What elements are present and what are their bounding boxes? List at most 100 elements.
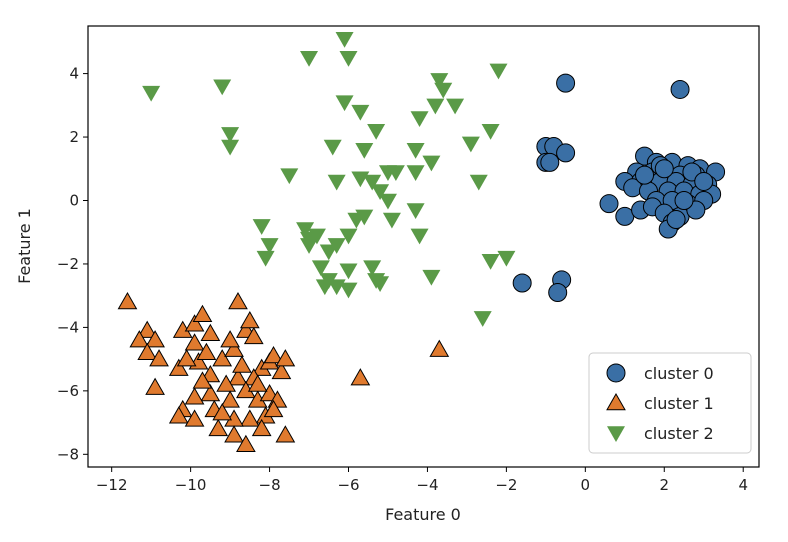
cluster-1-point xyxy=(239,311,260,329)
cluster-2-point xyxy=(335,95,354,112)
cluster-1-point xyxy=(145,330,165,348)
cluster-2-point xyxy=(311,260,330,277)
cluster-1-point xyxy=(176,349,197,367)
x-tick-label: 2 xyxy=(659,476,669,494)
cluster-2-point xyxy=(296,222,315,239)
cluster-2-point xyxy=(300,231,319,248)
cluster-2-point xyxy=(410,228,429,245)
cluster-1-point xyxy=(236,434,256,453)
plot-frame xyxy=(87,25,760,468)
cluster-2-point xyxy=(300,50,319,67)
cluster-2-point xyxy=(371,184,390,200)
cluster-1-point xyxy=(232,355,252,373)
cluster-0-point xyxy=(635,165,655,185)
x-tick-label: 4 xyxy=(738,476,748,494)
legend-box xyxy=(588,352,752,454)
cluster-2-point xyxy=(422,155,441,172)
cluster-2-point xyxy=(481,254,500,270)
cluster-1-point xyxy=(275,349,296,367)
cluster-1-point xyxy=(200,384,221,402)
cluster-2-point xyxy=(319,244,338,261)
x-tick-label: −6 xyxy=(337,476,359,494)
cluster-0-point xyxy=(548,283,568,303)
cluster-1-point xyxy=(200,323,221,341)
cluster-2-point xyxy=(473,311,492,327)
cluster-2-point xyxy=(252,219,271,235)
legend-marker-cluster-2 xyxy=(607,426,625,442)
cluster-2-point xyxy=(489,63,508,80)
points-layer xyxy=(117,31,726,453)
legend-marker-cluster-0 xyxy=(606,363,626,383)
x-tick-label: −8 xyxy=(259,476,281,494)
cluster-1-point xyxy=(137,342,158,361)
cluster-2-point xyxy=(461,136,480,153)
cluster-1-point xyxy=(220,390,240,408)
cluster-2-point xyxy=(355,142,374,159)
cluster-0-point xyxy=(666,210,686,230)
cluster-2-point xyxy=(497,250,516,267)
cluster-2-point xyxy=(363,174,382,191)
y-tick-label: 0 xyxy=(69,191,79,209)
cluster-1-point xyxy=(263,345,284,364)
x-axis-label: Feature 0 xyxy=(385,505,461,524)
y-tick-label: −2 xyxy=(57,255,79,273)
cluster-1-point xyxy=(243,326,264,345)
cluster-2-point xyxy=(256,250,275,267)
cluster-0-point xyxy=(654,159,674,179)
cluster-2-point xyxy=(386,165,405,181)
cluster-2-point xyxy=(378,193,397,210)
cluster-2-point xyxy=(406,165,425,181)
legend-label-cluster-0: cluster 0 xyxy=(644,364,714,383)
cluster-0-point xyxy=(670,79,690,99)
cluster-1-point xyxy=(212,403,233,421)
cluster-2-point xyxy=(446,98,465,115)
cluster-1-point xyxy=(228,368,248,386)
cluster-2-point xyxy=(406,142,425,159)
cluster-1-point xyxy=(271,361,292,380)
cluster-2-point xyxy=(434,82,453,99)
y-axis: −8 −6 −4 −2 0 2 4 xyxy=(57,65,88,463)
legend-label-cluster-1: cluster 1 xyxy=(644,394,714,413)
legend: cluster 0 cluster 1 cluster 2 xyxy=(588,352,752,454)
cluster-2-point xyxy=(221,127,240,143)
cluster-1-point xyxy=(129,330,150,348)
y-tick-label: −8 xyxy=(57,445,79,463)
x-tick-label: −10 xyxy=(175,476,207,494)
cluster-1-point xyxy=(239,409,260,427)
cluster-2-point xyxy=(426,98,445,115)
y-axis-label: Feature 1 xyxy=(15,208,34,284)
cluster-1-point xyxy=(149,349,169,367)
cluster-2-point xyxy=(339,263,358,280)
cluster-2-point xyxy=(327,174,346,191)
cluster-1-point xyxy=(168,358,189,376)
cluster-2-point xyxy=(221,139,240,156)
cluster-1-point xyxy=(208,418,229,437)
cluster-1-point xyxy=(117,292,138,310)
x-tick-label: 0 xyxy=(581,476,591,494)
cluster-1-point xyxy=(220,330,240,348)
cluster-1-point xyxy=(247,374,268,392)
cluster-2-point xyxy=(323,139,342,156)
cluster-1-point xyxy=(275,425,296,443)
cluster-1-point xyxy=(145,377,165,395)
cluster-1-point xyxy=(184,314,205,332)
x-tick-label: −4 xyxy=(416,476,438,494)
cluster-1-point xyxy=(224,339,244,357)
cluster-1-point xyxy=(168,406,189,424)
cluster-2-point xyxy=(260,238,279,254)
cluster-1-point xyxy=(184,333,205,351)
cluster-2-point xyxy=(367,123,386,140)
cluster-2-point xyxy=(422,269,441,286)
cluster-2-point xyxy=(382,212,401,229)
cluster-2-point xyxy=(339,50,358,67)
cluster-0-point xyxy=(674,190,694,210)
cluster-1-point xyxy=(228,292,248,310)
cluster-2-point xyxy=(339,282,358,299)
cluster-2-point xyxy=(315,279,334,296)
legend-marker-cluster-1 xyxy=(606,392,626,411)
cluster-0-point xyxy=(556,73,576,93)
cluster-2-point xyxy=(406,203,425,220)
cluster-1-point xyxy=(184,387,205,405)
